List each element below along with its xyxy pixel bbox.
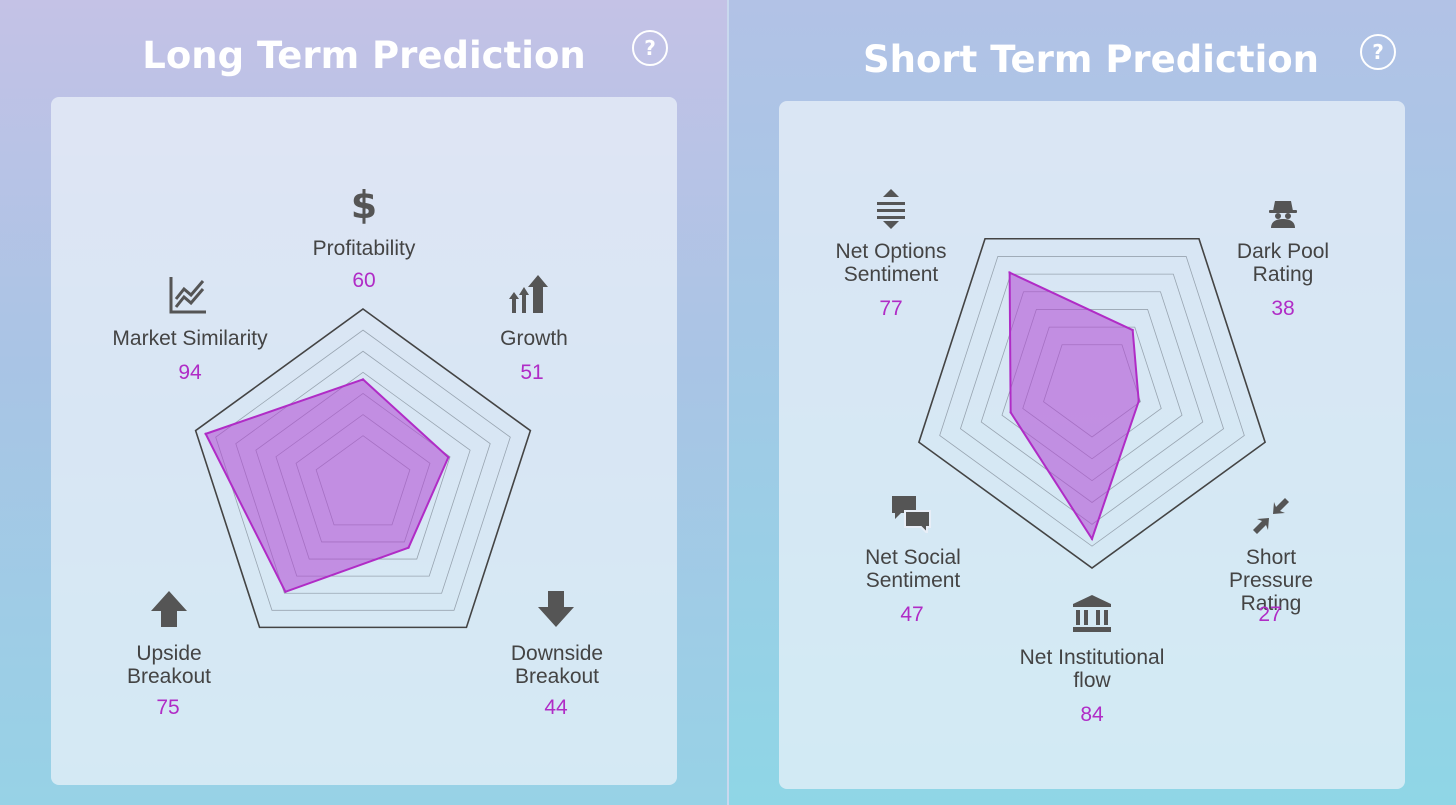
axis-label-downside-breakout: Downside Breakout [510,642,604,688]
axis-value-short-pressure-rating: 27 [1258,603,1282,626]
short-term-data-point-0 [1131,328,1134,332]
long-term-data-point-3 [284,590,287,593]
axis-value-net-options-sentiment: 77 [879,297,903,320]
panel-divider [727,0,729,805]
short-term-panel: Short Term Prediction ? [729,0,1456,805]
short-term-help-button[interactable]: ? [1360,34,1396,70]
long-term-panel: Long Term Prediction ? $ [0,0,727,805]
axis-label-upside-breakout: Upside Breakout [126,642,212,688]
bank-icon [1073,595,1111,632]
short-term-radar-chart [917,237,1267,569]
axis-value-net-institutional-flow: 84 [1080,703,1104,726]
short-term-data-point-4 [1008,271,1011,274]
vertical-arrows-icon [877,189,905,229]
short-term-grid-ring-0 [917,237,1267,569]
axis-value-dark-pool-rating: 38 [1271,297,1295,320]
axis-label-net-options-sentiment: Net Options Sentiment [835,240,947,286]
axis-value-profitability: 60 [352,269,376,292]
short-term-title: Short Term Prediction [862,38,1320,81]
axis-label-profitability: Profitability [312,237,416,260]
up-arrow-icon [151,591,187,627]
long-term-radar-chart [194,308,532,629]
long-term-data-point-0 [361,378,365,381]
chat-bubbles-icon [892,496,931,533]
long-term-grid-ring-0 [194,308,532,629]
long-term-data-point-1 [447,456,450,459]
axis-label-market-similarity: Market Similarity [112,327,268,350]
down-arrow-icon [538,591,574,627]
short-term-data-point-2 [1090,537,1094,541]
axis-value-upside-breakout: 75 [156,696,180,719]
long-term-grid-ring-1 [215,329,511,611]
compress-arrows-icon [1253,498,1289,534]
short-term-grid-ring-2 [959,273,1225,525]
long-term-title: Long Term Prediction [142,34,586,77]
short-term-data-point-1 [1137,399,1140,403]
dollar-icon: $ [351,185,377,225]
growth-arrows-icon [509,275,548,313]
axis-value-growth: 51 [520,361,544,384]
line-chart-icon [169,277,206,314]
long-term-help-button[interactable]: ? [632,30,668,66]
axis-label-net-social-sentiment: Net Social Sentiment [865,546,961,592]
short-term-grid-ring-1 [939,256,1245,547]
short-term-data-polygon [1008,271,1140,542]
axis-value-market-similarity: 94 [178,361,202,384]
axis-label-short-pressure-rating: Short Pressure Rating [1228,546,1314,615]
axis-label-net-institutional-flow: Net Institutional flow [1019,646,1165,692]
axis-value-net-social-sentiment: 47 [900,603,924,626]
spy-icon [1269,201,1297,228]
short-term-chart-card: Dark Pool Rating 38 Short Pressure Ratin… [779,101,1405,789]
short-term-data-point-3 [1009,411,1012,414]
svg-text:$: $ [351,185,377,225]
axis-label-dark-pool-rating: Dark Pool Rating [1236,240,1330,286]
long-term-chart-card: $ Profitability 60 Growth 51 Do [51,97,677,785]
long-term-data-point-4 [204,432,207,436]
long-term-data-polygon [204,378,450,594]
axis-value-downside-breakout: 44 [544,696,568,719]
axis-label-growth: Growth [500,327,568,350]
long-term-data-point-2 [407,546,410,549]
